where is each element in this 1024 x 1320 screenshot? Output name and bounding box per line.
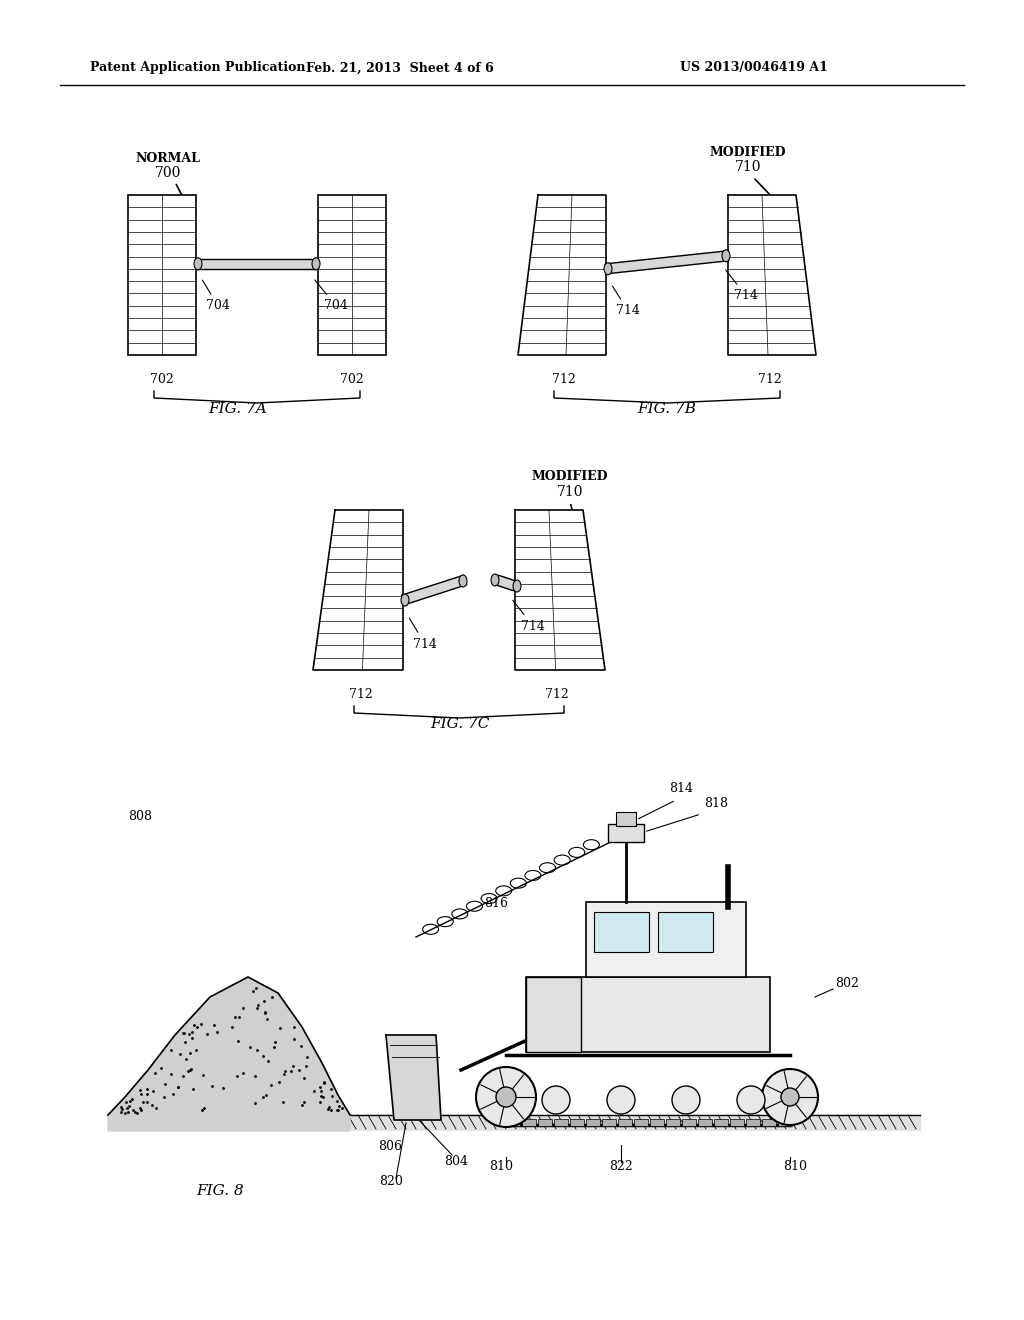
Bar (666, 1119, 680, 1126)
Text: 702: 702 (340, 374, 364, 385)
Text: MODIFIED: MODIFIED (531, 470, 608, 483)
Polygon shape (313, 510, 403, 671)
Text: 822: 822 (609, 1160, 633, 1173)
Bar (608, 824, 644, 842)
Bar (594, 912, 649, 952)
Bar (526, 977, 770, 1052)
Text: 712: 712 (758, 374, 782, 385)
Text: US 2013/0046419 A1: US 2013/0046419 A1 (680, 62, 827, 74)
Ellipse shape (459, 576, 467, 587)
Bar (538, 1119, 552, 1126)
Text: 710: 710 (557, 484, 584, 499)
Circle shape (781, 1088, 799, 1106)
Bar (318, 195, 386, 355)
Text: 810: 810 (783, 1160, 807, 1173)
Text: 806: 806 (378, 1140, 402, 1152)
Text: MODIFIED: MODIFIED (710, 145, 786, 158)
Polygon shape (196, 259, 318, 269)
Ellipse shape (604, 263, 612, 275)
Text: 712: 712 (552, 374, 575, 385)
Bar (526, 977, 581, 1052)
Text: 710: 710 (735, 160, 761, 174)
Bar (586, 902, 746, 977)
Ellipse shape (401, 594, 409, 606)
Polygon shape (401, 576, 467, 605)
Circle shape (762, 1069, 818, 1125)
Bar (618, 1119, 632, 1126)
Ellipse shape (722, 249, 730, 261)
Text: 814: 814 (669, 781, 693, 795)
Text: 818: 818 (705, 797, 728, 810)
Circle shape (542, 1086, 570, 1114)
Text: 704: 704 (314, 280, 348, 313)
Text: FIG. 8: FIG. 8 (197, 1184, 244, 1199)
Polygon shape (518, 195, 606, 355)
Bar (634, 1119, 648, 1126)
Text: 808: 808 (128, 810, 152, 822)
Text: FIG. 7B: FIG. 7B (638, 403, 696, 416)
Text: 810: 810 (489, 1160, 513, 1173)
Text: 714: 714 (513, 601, 545, 632)
Ellipse shape (194, 257, 202, 269)
Text: FIG. 7A: FIG. 7A (209, 403, 267, 416)
Bar (554, 1119, 568, 1126)
Text: 714: 714 (612, 286, 640, 317)
Text: 712: 712 (349, 688, 373, 701)
Bar (730, 1119, 744, 1126)
Text: 820: 820 (379, 1175, 402, 1188)
Text: 700: 700 (155, 166, 181, 180)
Text: 804: 804 (444, 1155, 468, 1168)
Text: Patent Application Publication: Patent Application Publication (90, 62, 305, 74)
Text: FIG. 7C: FIG. 7C (430, 717, 489, 731)
Bar (616, 812, 636, 826)
Circle shape (672, 1086, 700, 1114)
Text: 714: 714 (726, 271, 758, 302)
Bar (570, 1119, 584, 1126)
Text: 816: 816 (484, 898, 508, 909)
Bar (506, 1119, 520, 1126)
Polygon shape (108, 977, 350, 1131)
Bar (128, 195, 196, 355)
Bar (522, 1119, 536, 1126)
Ellipse shape (312, 257, 319, 269)
Ellipse shape (513, 579, 521, 591)
Bar (586, 1119, 600, 1126)
Bar (602, 1119, 616, 1126)
Circle shape (496, 1086, 516, 1107)
Circle shape (607, 1086, 635, 1114)
Text: 714: 714 (410, 618, 437, 651)
Text: 704: 704 (203, 280, 230, 313)
Ellipse shape (490, 574, 499, 586)
Text: NORMAL: NORMAL (135, 152, 201, 165)
Bar (762, 1119, 776, 1126)
Bar (698, 1119, 712, 1126)
Polygon shape (605, 251, 728, 273)
Circle shape (737, 1086, 765, 1114)
Text: Feb. 21, 2013  Sheet 4 of 6: Feb. 21, 2013 Sheet 4 of 6 (306, 62, 494, 74)
Polygon shape (386, 1035, 441, 1119)
Bar (746, 1119, 760, 1126)
Polygon shape (515, 510, 605, 671)
Bar (778, 1119, 792, 1126)
Polygon shape (728, 195, 816, 355)
Text: 802: 802 (835, 977, 859, 990)
Circle shape (476, 1067, 536, 1127)
Bar (682, 1119, 696, 1126)
Text: 702: 702 (151, 374, 174, 385)
Bar (714, 1119, 728, 1126)
Bar (650, 1119, 664, 1126)
Text: 712: 712 (545, 688, 569, 701)
Polygon shape (496, 576, 516, 591)
Bar (658, 912, 713, 952)
